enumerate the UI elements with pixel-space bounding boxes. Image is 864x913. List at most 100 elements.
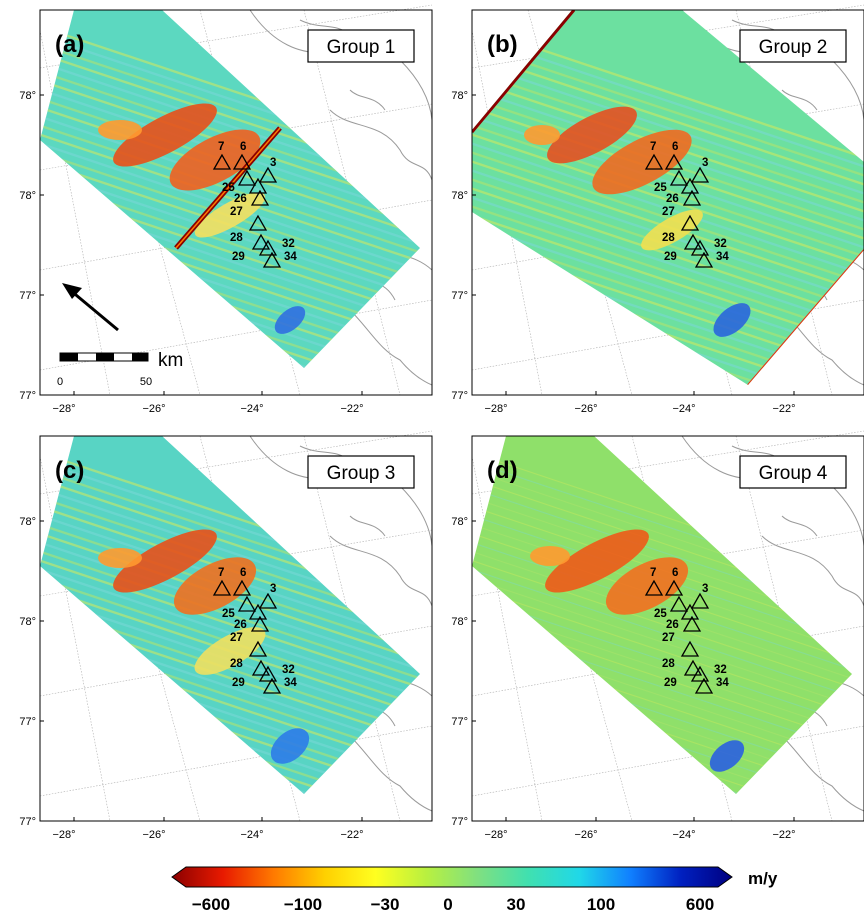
site-label-32: 32 <box>714 238 727 250</box>
lat-tick-label: 78° <box>19 616 36 628</box>
site-triangle-27 <box>250 189 270 206</box>
site-label-34: 34 <box>716 677 729 689</box>
site-label-34: 34 <box>284 677 297 689</box>
lon-tick-label: −28° <box>52 403 75 415</box>
colorbar-tick-label: −30 <box>371 895 400 913</box>
group-label-box: Group 2 <box>739 29 847 63</box>
lon-tick-label: −28° <box>484 403 507 415</box>
site-triangle-6 <box>664 153 684 170</box>
lat-tick-label: 78° <box>451 90 468 102</box>
site-label-32: 32 <box>282 238 295 250</box>
site-label-34: 34 <box>716 251 729 263</box>
site-label-25: 25 <box>222 608 235 620</box>
site-triangle-6 <box>232 153 252 170</box>
scale-bar: km 0 50 <box>57 350 183 388</box>
site-label-27: 27 <box>662 206 675 218</box>
site-triangle-28 <box>680 214 700 231</box>
site-triangle-26 <box>248 603 268 620</box>
site-triangle-34 <box>262 677 282 694</box>
lon-tick-label: −22° <box>772 403 795 415</box>
map-svg: 78° 78° 77° 77° −28° −26° −24° −22° (c) Group 3 7 6… <box>19 430 433 841</box>
site-triangle-29 <box>683 233 703 250</box>
colorbar-tick-label: 30 <box>507 895 526 913</box>
site-label-29: 29 <box>664 677 677 689</box>
site-label-25: 25 <box>654 608 667 620</box>
scale-start: 0 <box>57 376 63 388</box>
lat-tick-label: 77° <box>19 716 36 728</box>
site-label-27: 27 <box>662 632 675 644</box>
site-triangle-25 <box>669 595 689 612</box>
scale-unit: km <box>158 350 183 371</box>
map-frame <box>471 9 864 396</box>
site-label-28: 28 <box>662 658 675 670</box>
map-panel-c: 78° 78° 77° 77° −28° −26° −24° −22° (c) Group 3 7 6… <box>0 426 433 854</box>
panel-letter: (c) <box>55 457 84 484</box>
lat-tick-label: 78° <box>19 190 36 202</box>
lat-tick-label: 78° <box>451 616 468 628</box>
site-label-29: 29 <box>664 251 677 263</box>
colorbar-tick-label: −600 <box>192 895 230 913</box>
site-triangle-7 <box>212 153 232 170</box>
site-triangle-29 <box>251 233 271 250</box>
site-triangle-3 <box>258 592 278 609</box>
site-triangle-3 <box>258 166 278 183</box>
lon-tick-label: −24° <box>672 403 695 415</box>
lat-tick-label: 77° <box>451 816 468 828</box>
lat-tick-label: 77° <box>451 390 468 402</box>
lon-tick-label: −28° <box>484 829 507 841</box>
group-label: Group 1 <box>327 37 396 58</box>
map-frame <box>39 435 433 822</box>
site-triangle-3 <box>690 592 710 609</box>
lon-tick-label: −22° <box>340 403 363 415</box>
site-label-6: 6 <box>672 567 678 579</box>
panel-letter: (d) <box>487 457 518 484</box>
site-label-3: 3 <box>270 583 276 595</box>
scale-end: 50 <box>140 376 152 388</box>
map-frame <box>471 435 864 822</box>
colorbar-bar <box>171 866 733 888</box>
site-triangle-34 <box>694 251 714 268</box>
map-svg: 78° 78° 77° 77° −28° −26° −24° −22° (d) Group 4 7 6… <box>451 430 864 841</box>
site-label-6: 6 <box>672 141 678 153</box>
site-triangle-34 <box>694 677 714 694</box>
map-panel-d: 78° 78° 77° 77° −28° −26° −24° −22° (d) Group 4 7 6… <box>432 426 864 854</box>
site-label-29: 29 <box>232 677 245 689</box>
site-label-6: 6 <box>240 567 246 579</box>
site-triangle-6 <box>664 579 684 596</box>
site-label-27: 27 <box>230 632 243 644</box>
site-triangle-25 <box>669 169 689 186</box>
site-triangle-29 <box>251 659 271 676</box>
lon-tick-label: −24° <box>240 403 263 415</box>
site-triangle-32 <box>258 239 278 256</box>
site-triangle-26 <box>680 603 700 620</box>
panel-letter: (a) <box>55 31 84 58</box>
colorbar-tick-label: 100 <box>587 895 615 913</box>
lat-tick-label: 77° <box>19 390 36 402</box>
map-svg: 78° 78° 77° 77° −28° −26° −24° −22° (a) Group 1 7 6… <box>19 4 433 415</box>
site-label-27: 27 <box>230 206 243 218</box>
site-triangle-32 <box>690 665 710 682</box>
site-label-3: 3 <box>702 157 708 169</box>
colorbar-tick-label: −100 <box>284 895 322 913</box>
site-label-7: 7 <box>218 141 224 153</box>
lat-tick-label: 78° <box>19 90 36 102</box>
site-label-26: 26 <box>666 619 679 631</box>
lon-tick-label: −26° <box>142 403 165 415</box>
colorbar-tick-label: 600 <box>686 895 714 913</box>
map-panel-a: 78° 78° 77° 77° −28° −26° −24° −22° (a) Group 1 7 6… <box>0 0 433 428</box>
site-label-3: 3 <box>270 157 276 169</box>
site-triangle-32 <box>690 239 710 256</box>
lat-tick-label: 78° <box>451 516 468 528</box>
site-triangle-7 <box>644 579 664 596</box>
site-label-34: 34 <box>284 251 297 263</box>
colorbar-tick-label: 0 <box>443 895 452 913</box>
colorbar-unit-label: m/y <box>748 869 778 888</box>
site-triangle-7 <box>212 579 232 596</box>
site-triangle-7 <box>644 153 664 170</box>
site-triangle-29 <box>683 659 703 676</box>
site-label-26: 26 <box>666 193 679 205</box>
site-label-28: 28 <box>662 232 675 244</box>
